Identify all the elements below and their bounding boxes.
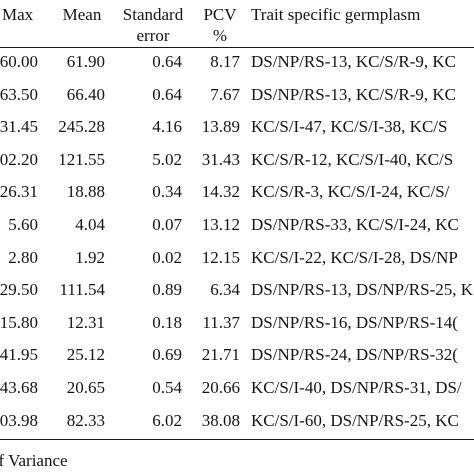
header-standard-error-line2: error: [136, 26, 170, 45]
cell-pcv: 31.43: [201, 149, 240, 169]
cell-mean: 20.65: [66, 378, 105, 397]
cell-germplasm: DS/NP/RS-33, KC/S/I-24, KC: [251, 215, 459, 234]
cell-standard-error: 4.16: [152, 117, 182, 137]
cell-germplasm: DS/NP/RS-13, DS/NP/RS-25, K: [251, 280, 474, 300]
cell-mean: 4.04: [75, 215, 105, 234]
cell-max: 43.68: [0, 378, 38, 397]
cell-max: 202.20: [0, 149, 38, 169]
cell-standard-error: 0.64: [152, 52, 182, 71]
cell-pcv: 12.15: [201, 247, 240, 267]
cell-max: 63.50: [0, 84, 38, 104]
cell-standard-error: 0.34: [152, 182, 182, 202]
cell-pcv: 8.17: [210, 52, 240, 71]
cell-standard-error: 0.54: [152, 378, 182, 397]
cell-pcv: 20.66: [201, 378, 240, 397]
cell-germplasm: DS/NP/RS-13, KC/S/R-9, KC: [251, 84, 456, 104]
cell-standard-error: 5.02: [152, 149, 182, 169]
cell-germplasm: KC/S/I-60, DS/NP/RS-25, KC: [251, 410, 459, 430]
cell-mean: 82.33: [66, 410, 105, 430]
cell-standard-error: 0.18: [152, 312, 182, 332]
cell-standard-error: 6.02: [152, 410, 182, 430]
header-standard-error-line1: Standard: [122, 5, 184, 24]
cell-mean: 18.88: [66, 182, 105, 202]
cell-mean: 111.54: [59, 280, 106, 300]
cell-max: 60.00: [0, 52, 38, 71]
cell-standard-error: 0.02: [152, 247, 182, 267]
cell-germplasm: DS/NP/RS-24, DS/NP/RS-32(: [251, 345, 458, 365]
cell-germplasm: KC/S/I-22, KC/S/I-28, DS/NP: [251, 247, 458, 267]
header-standard-error: Standard error: [114, 4, 192, 46]
cell-pcv: 7.67: [210, 84, 240, 104]
cell-pcv: 14.32: [201, 182, 240, 202]
cell-germplasm: DS/NP/RS-16, DS/NP/RS-14(: [251, 312, 458, 332]
cell-standard-error: 0.07: [152, 215, 182, 234]
header-trait-specific-germplasm: Trait specific germplasm: [251, 5, 421, 24]
cell-mean: 121.55: [58, 149, 105, 169]
cell-germplasm: KC/S/I-40, DS/NP/RS-31, DS/: [251, 378, 462, 397]
cell-pcv: 6.34: [210, 280, 240, 300]
cell-max: 331.45: [0, 117, 38, 137]
header-pcv-line1: PCV: [203, 5, 237, 24]
cell-germplasm: DS/NP/RS-13, KC/S/R-9, KC: [251, 52, 456, 71]
cell-max: 15.80: [0, 312, 38, 332]
cell-max: 203.98: [0, 410, 38, 430]
cell-germplasm: KC/S/I-47, KC/S/I-38, KC/S: [251, 117, 448, 137]
header-pcv: PCV %: [196, 4, 244, 46]
bottom-rule: [0, 439, 474, 440]
header-rule: [0, 47, 474, 48]
cell-mean: 61.90: [66, 52, 105, 71]
cell-mean: 1.92: [75, 247, 105, 267]
header-mean: Mean: [62, 5, 102, 24]
cell-max: 2.80: [8, 247, 38, 267]
cell-pcv: 13.12: [201, 215, 240, 234]
cell-germplasm: KC/S/R-3, KC/S/I-24, KC/S/: [251, 182, 450, 202]
cell-max: 41.95: [0, 345, 38, 365]
footnote: of Variance: [0, 451, 68, 470]
cell-germplasm: KC/S/R-12, KC/S/I-40, KC/S: [251, 149, 454, 169]
cell-max: 26.31: [0, 182, 38, 202]
cell-standard-error: 0.69: [152, 345, 182, 365]
cell-pcv: 38.08: [201, 410, 240, 430]
cell-mean: 66.40: [66, 84, 105, 104]
header-max: Max: [2, 5, 34, 24]
header-pcv-line2: %: [212, 26, 228, 45]
cell-max: 129.50: [0, 280, 38, 300]
cell-mean: 245.28: [58, 117, 105, 137]
cell-mean: 12.31: [66, 312, 105, 332]
cell-standard-error: 0.64: [152, 84, 182, 104]
cell-pcv: 13.89: [201, 117, 240, 137]
cell-pcv: 21.71: [201, 345, 240, 365]
cell-standard-error: 0.89: [152, 280, 182, 300]
cell-mean: 25.12: [66, 345, 105, 365]
cell-pcv: 11.37: [202, 312, 240, 332]
cell-max: 5.60: [8, 215, 38, 234]
